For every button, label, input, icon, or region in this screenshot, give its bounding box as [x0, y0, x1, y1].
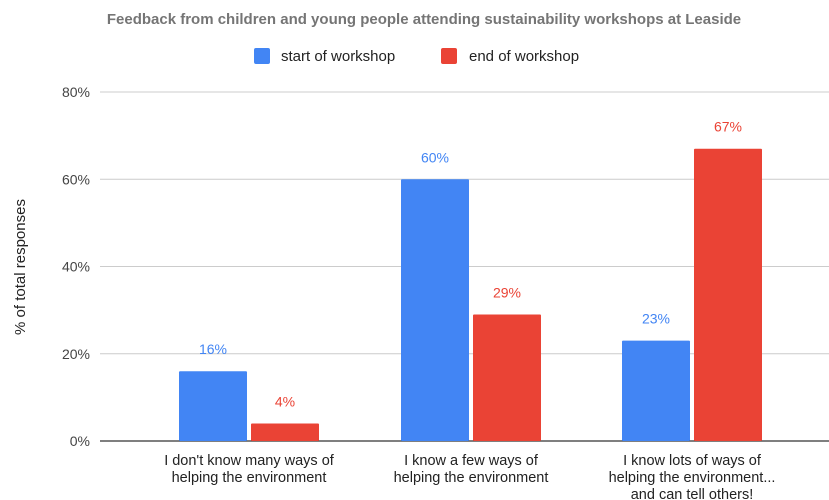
chart-title: Feedback from children and young people … — [107, 11, 741, 28]
data-label: 60% — [421, 149, 449, 165]
legend-label-start: start of workshop — [281, 48, 395, 65]
bar-end-1 — [473, 314, 541, 441]
x-tick-label: I know a few ways of helping the environm… — [394, 453, 549, 486]
bar-start-1 — [401, 179, 469, 441]
legend-swatch-start — [254, 48, 270, 64]
data-labels: 16% 60% 23% 4% 29% 67% — [199, 119, 742, 410]
y-tick-label: 0% — [70, 433, 90, 449]
bar-start-0 — [179, 371, 247, 441]
data-label: 29% — [493, 284, 521, 300]
legend: start of workshop end of workshop — [254, 48, 579, 65]
y-tick-labels: 0% 20% 40% 60% 80% — [62, 84, 90, 449]
bar-start-2 — [622, 340, 690, 441]
bars — [179, 148, 762, 441]
y-tick-label: 60% — [62, 171, 90, 187]
y-tick-label: 20% — [62, 346, 90, 362]
data-label: 23% — [642, 311, 670, 327]
legend-label-end: end of workshop — [469, 48, 579, 65]
x-tick-label: I know lots of ways of helping the enviro… — [609, 453, 776, 500]
y-axis-label: % of total responses — [12, 199, 29, 335]
bar-end-2 — [694, 148, 762, 441]
legend-swatch-end — [441, 48, 457, 64]
y-tick-label: 40% — [62, 259, 90, 275]
x-tick-label: I don't know many ways of helping the env… — [164, 453, 335, 486]
data-label: 67% — [714, 119, 742, 135]
x-tick-labels: I don't know many ways of helping the env… — [164, 453, 775, 500]
data-label: 16% — [199, 341, 227, 357]
data-label: 4% — [275, 394, 295, 410]
bar-end-0 — [251, 423, 319, 441]
y-tick-label: 80% — [62, 84, 90, 100]
